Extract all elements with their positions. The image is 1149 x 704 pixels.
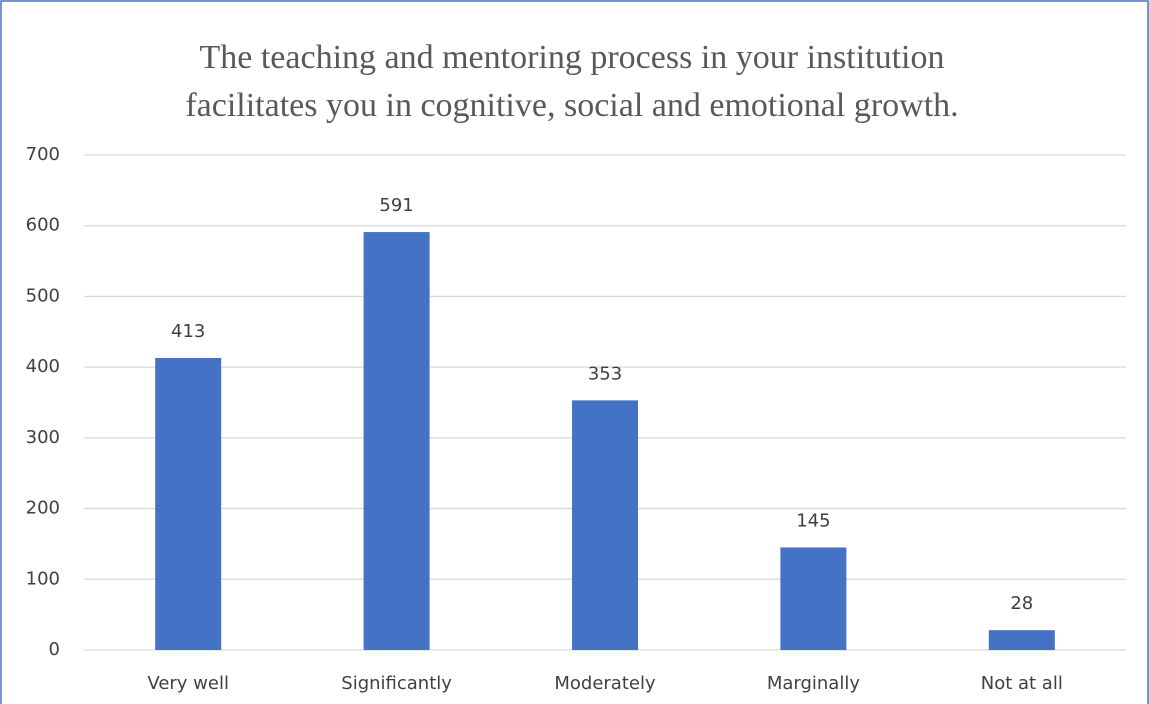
data-label: 413 [171,321,205,342]
y-tick-label: 700 [26,144,60,165]
bar [988,630,1055,650]
data-label: 28 [1010,593,1033,614]
data-label: 145 [796,510,830,531]
y-tick-label: 400 [26,356,60,377]
data-label: 353 [588,363,622,384]
y-tick-label: 0 [49,639,60,660]
chart-title: facilitates you in cognitive, social and… [185,87,958,124]
x-tick-label: Not at all [981,673,1063,694]
bar [155,357,222,650]
y-tick-label: 500 [26,285,60,306]
x-tick-label: Marginally [767,673,861,694]
bar [363,232,430,651]
chart-title: The teaching and mentoring process in yo… [199,39,944,76]
y-tick-label: 300 [26,427,60,448]
y-tick-label: 200 [26,498,60,519]
y-tick-label: 100 [26,568,60,589]
y-tick-label: 600 [26,215,60,236]
bar [572,400,638,650]
x-tick-label: Very well [147,673,229,694]
bar [780,547,847,650]
x-tick-label: Significantly [341,673,452,694]
x-tick-label: Moderately [554,673,656,694]
data-label: 591 [379,195,413,216]
